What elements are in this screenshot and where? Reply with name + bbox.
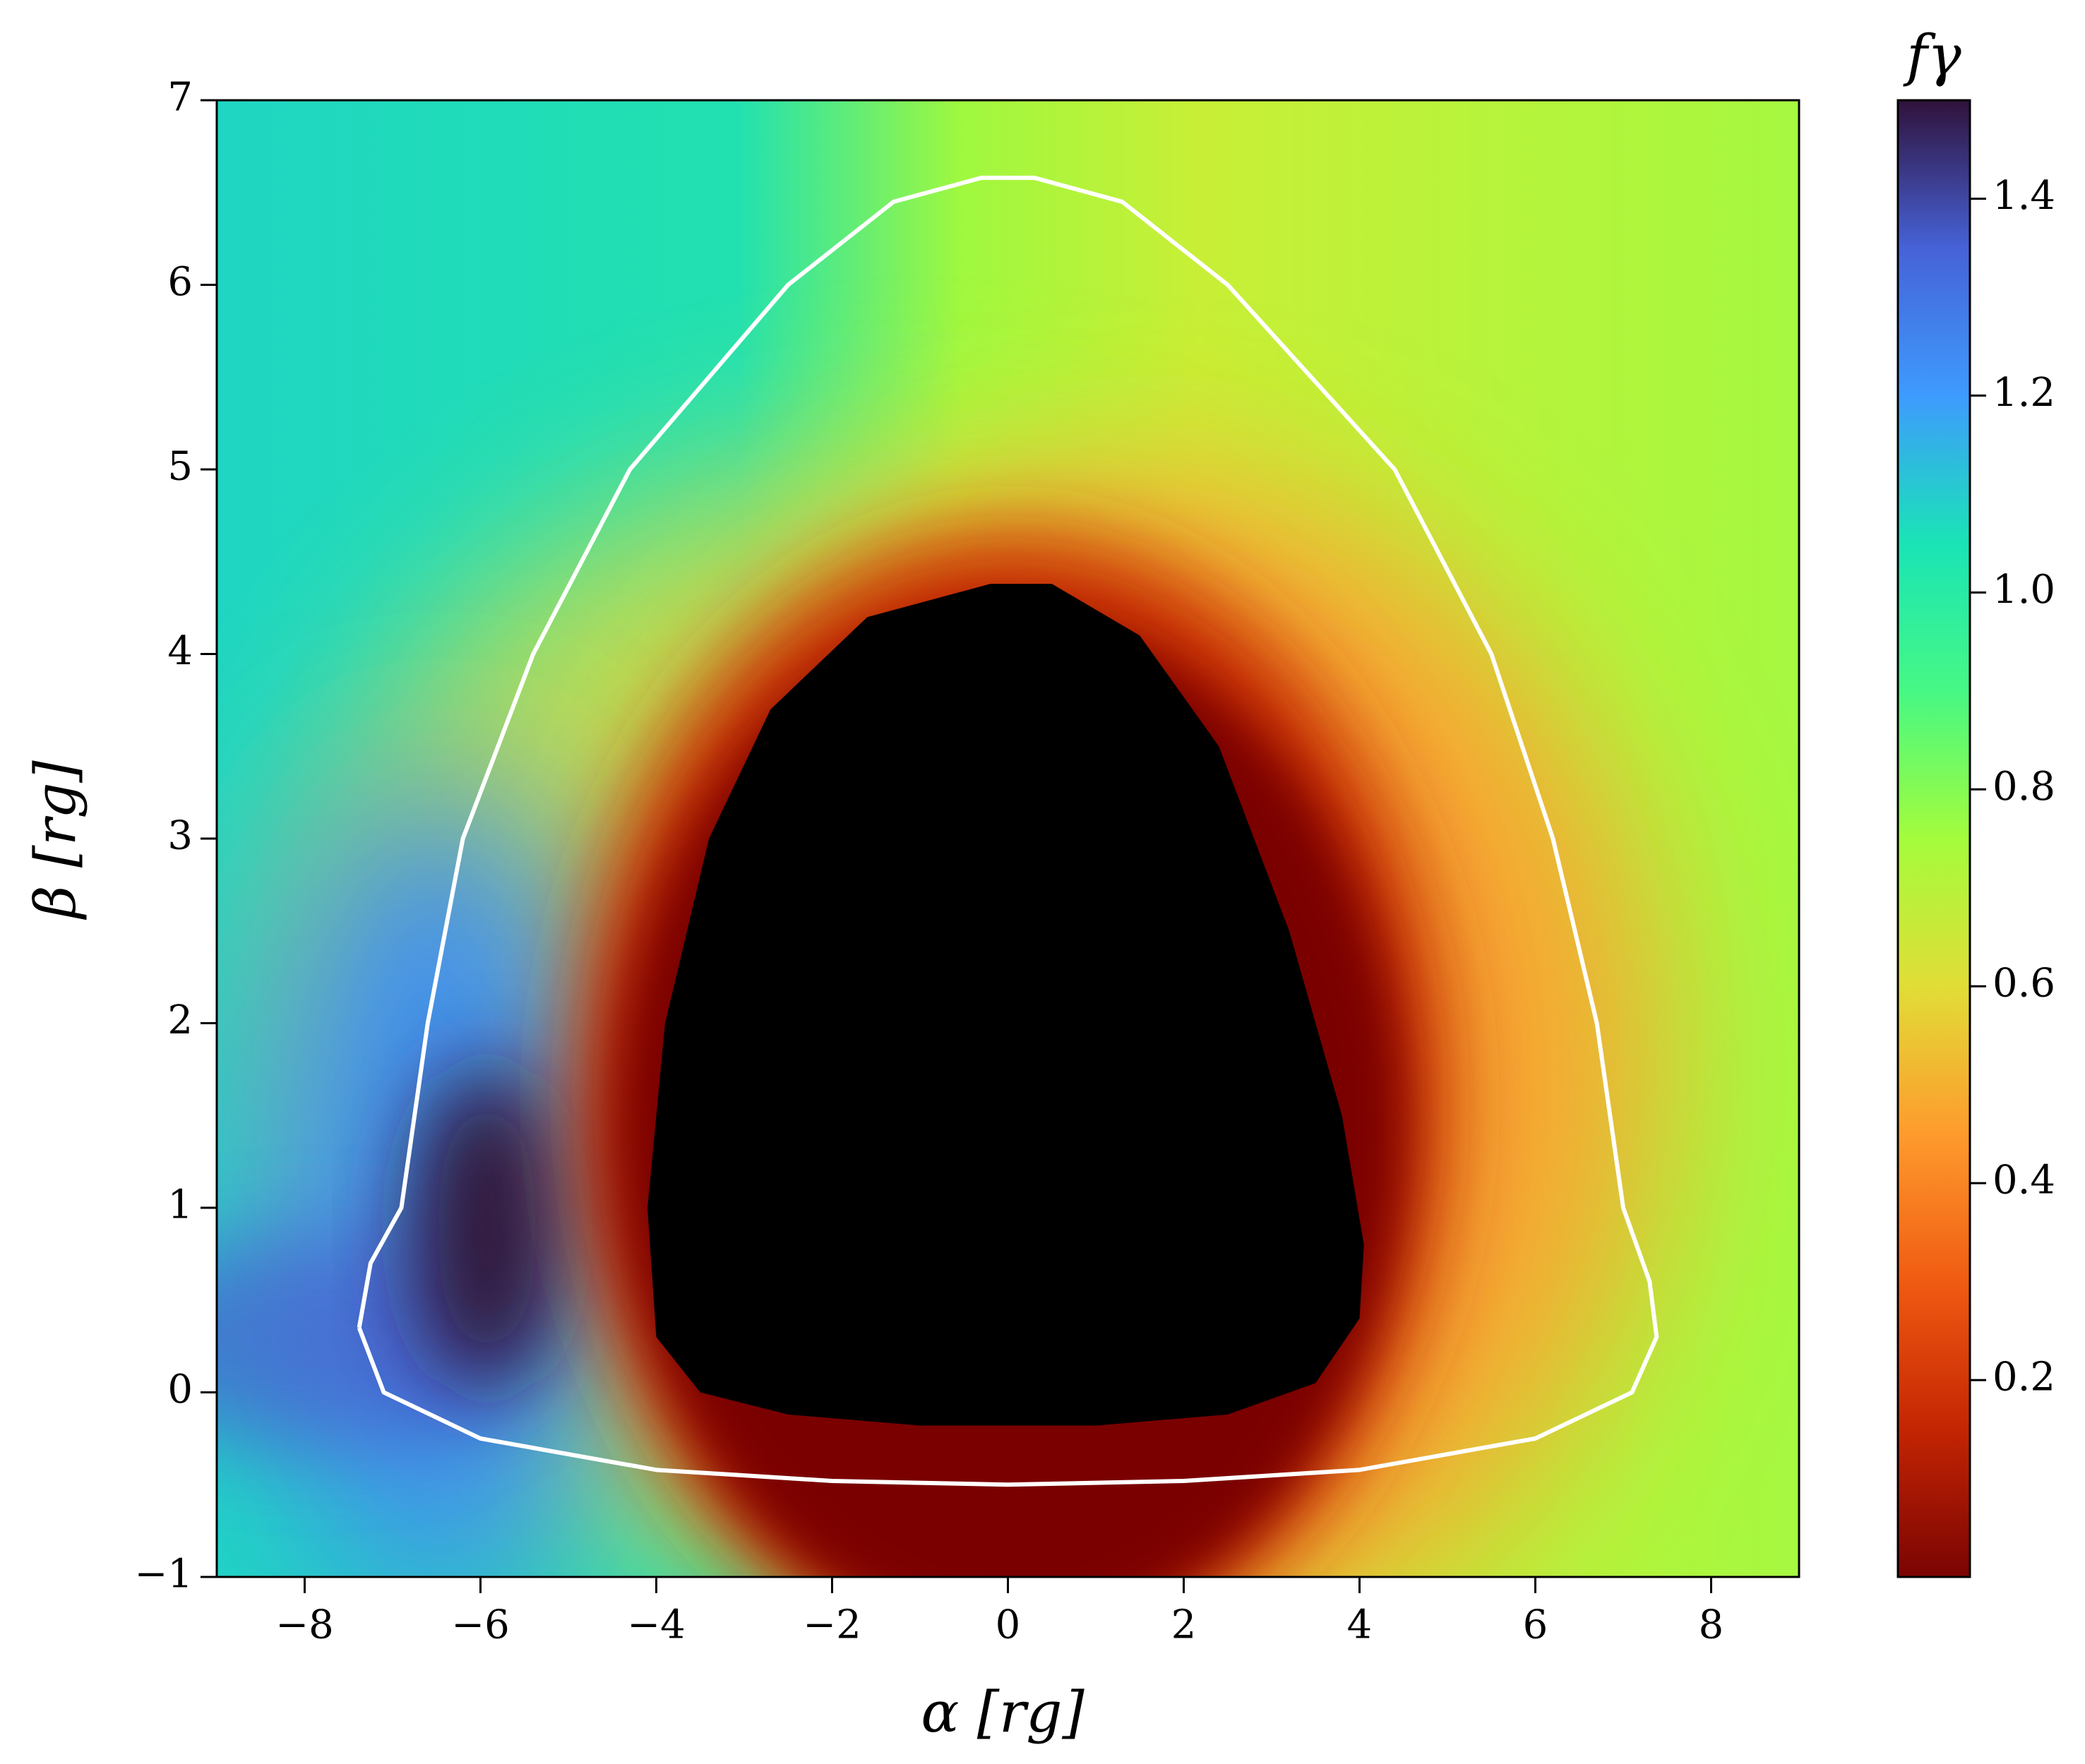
colorbar-label: fγ bbox=[1903, 23, 1961, 88]
y-tick-label: 7 bbox=[167, 75, 193, 121]
y-tick-label: 6 bbox=[167, 259, 193, 305]
y-tick-label: −1 bbox=[134, 1552, 193, 1597]
colorbar-tick-label: 1.2 bbox=[1993, 370, 2055, 416]
colorbar-tick-label: 1.0 bbox=[1993, 567, 2055, 613]
y-tick-label: 0 bbox=[167, 1367, 193, 1412]
x-tick-label: 2 bbox=[1171, 1602, 1197, 1648]
x-tick-label: 4 bbox=[1347, 1602, 1373, 1648]
y-tick-label: 2 bbox=[167, 997, 193, 1043]
x-tick-label: −4 bbox=[627, 1602, 686, 1648]
y-tick-label: 3 bbox=[167, 813, 193, 859]
x-axis-label: α [rg] bbox=[921, 1679, 1085, 1745]
contour-line bbox=[357, 175, 1659, 1487]
x-tick-label: 6 bbox=[1523, 1602, 1548, 1648]
y-tick-label: 5 bbox=[167, 444, 193, 490]
x-tick-label: −2 bbox=[803, 1602, 861, 1648]
colorbar-tick-label: 1.4 bbox=[1993, 173, 2055, 219]
x-tick-label: −6 bbox=[451, 1602, 510, 1648]
y-axis-label: β [rg] bbox=[23, 760, 88, 920]
x-tick-label: 8 bbox=[1699, 1602, 1724, 1648]
colorbar-tick-label: 0.2 bbox=[1993, 1355, 2055, 1400]
colorbar-tick-label: 0.4 bbox=[1993, 1158, 2055, 1204]
y-tick-label: 4 bbox=[167, 628, 193, 674]
x-tick-label: −8 bbox=[275, 1602, 334, 1648]
colorbar-tick-label: 0.8 bbox=[1993, 764, 2055, 810]
x-tick-label: 0 bbox=[996, 1602, 1021, 1648]
colorbar-tick-label: 0.6 bbox=[1993, 961, 2055, 1007]
shadow-region bbox=[647, 584, 1364, 1426]
y-tick-label: 1 bbox=[167, 1182, 193, 1228]
colorbar bbox=[1896, 99, 1971, 1578]
